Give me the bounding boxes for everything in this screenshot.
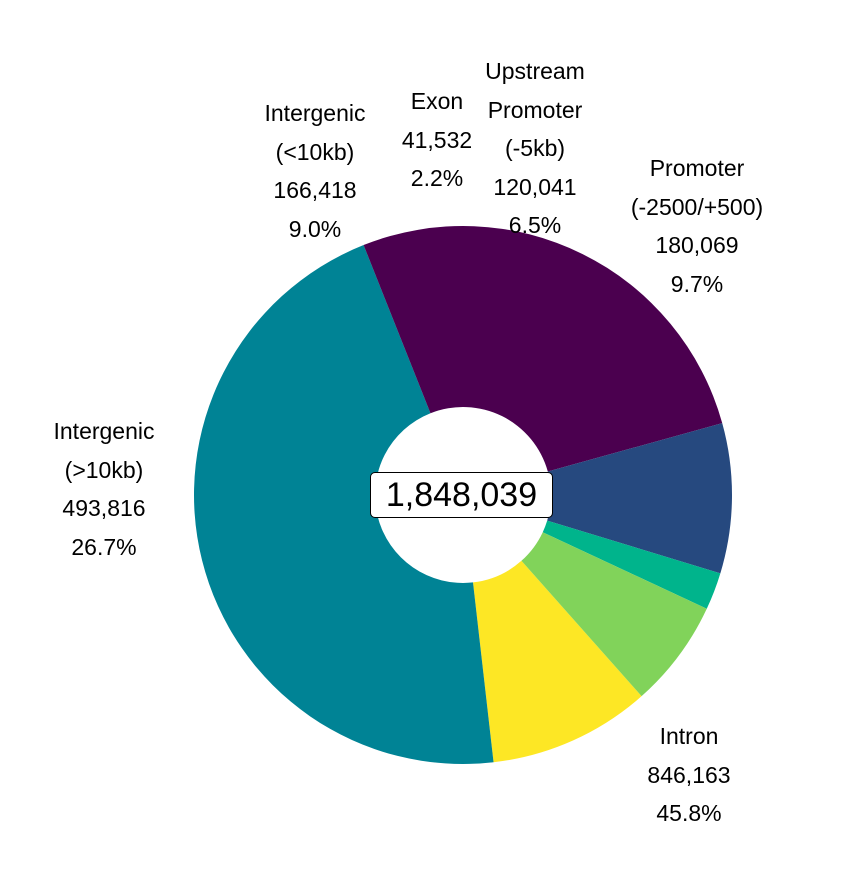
label-line: (>10kb): [64, 456, 144, 483]
label-count: 180,069: [655, 232, 739, 258]
label-line: Exon: [410, 88, 464, 114]
label-count: 120,041: [493, 173, 577, 200]
label-upstream-promoter: Upstream Promoter (-5kb) 120,041 6.5%: [485, 52, 585, 245]
label-line: (-5kb): [504, 135, 566, 161]
label-line: (-2500/+500): [630, 193, 764, 220]
slice-exon: [542, 520, 721, 609]
label-percent: 9.0%: [288, 215, 342, 242]
total-count-label: 1,848,039: [370, 472, 553, 518]
slice-intron: [194, 245, 494, 764]
label-line: Upstream: [485, 58, 585, 84]
label-intergenic-near: Intergenic (<10kb) 166,418 9.0%: [264, 94, 365, 248]
label-count: 166,418: [273, 177, 357, 203]
label-exon: Exon 41,532 2.2%: [402, 82, 472, 198]
slice-intergenic-far: [363, 226, 723, 472]
slice-intergenic-near: [547, 423, 732, 574]
label-percent: 26.7%: [71, 533, 137, 560]
label-line: Intergenic: [264, 100, 366, 126]
label-count: 41,532: [401, 126, 473, 153]
label-line: Intron: [659, 723, 719, 749]
label-percent: 6.5%: [508, 212, 562, 238]
label-intron: Intron 846,163 45.8%: [647, 717, 730, 833]
label-line: Promoter: [487, 96, 583, 123]
slice-promoter: [472, 560, 642, 763]
slice-upstream-promoter: [521, 532, 707, 697]
label-count: 846,163: [647, 761, 731, 788]
label-percent: 9.7%: [670, 270, 724, 297]
label-line: Intergenic: [53, 418, 155, 444]
label-line: Promoter: [649, 155, 745, 181]
label-promoter: Promoter (-2500/+500) 180,069 9.7%: [631, 149, 763, 303]
label-percent: 45.8%: [656, 800, 722, 826]
label-count: 493,816: [62, 495, 146, 521]
label-intergenic-far: Intergenic (>10kb) 493,816 26.7%: [53, 412, 154, 566]
label-line: (<10kb): [275, 138, 355, 165]
label-percent: 2.2%: [410, 165, 464, 191]
